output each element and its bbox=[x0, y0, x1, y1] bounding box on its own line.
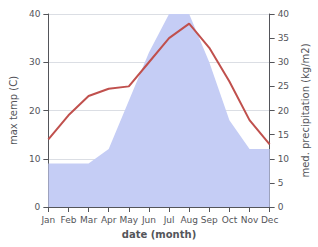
svg-text:15: 15 bbox=[278, 130, 289, 140]
svg-text:Jul: Jul bbox=[163, 215, 175, 225]
svg-text:Jan: Jan bbox=[40, 215, 55, 225]
svg-text:40: 40 bbox=[278, 9, 290, 19]
svg-text:20: 20 bbox=[29, 106, 41, 116]
svg-text:Jun: Jun bbox=[141, 215, 156, 225]
svg-text:max temp (C): max temp (C) bbox=[8, 76, 19, 145]
svg-text:Aug: Aug bbox=[180, 215, 198, 225]
svg-text:Oct: Oct bbox=[222, 215, 238, 225]
svg-text:20: 20 bbox=[278, 106, 290, 116]
svg-text:25: 25 bbox=[278, 81, 289, 91]
svg-text:date (month): date (month) bbox=[122, 229, 196, 240]
svg-text:May: May bbox=[120, 215, 139, 225]
svg-text:30: 30 bbox=[29, 57, 41, 67]
svg-text:5: 5 bbox=[278, 178, 284, 188]
svg-text:Nov: Nov bbox=[241, 215, 259, 225]
svg-text:Sep: Sep bbox=[201, 215, 218, 225]
svg-text:40: 40 bbox=[29, 9, 41, 19]
svg-text:med. precipitation (kg/m2): med. precipitation (kg/m2) bbox=[300, 43, 311, 177]
svg-text:0: 0 bbox=[35, 202, 41, 212]
svg-text:Mar: Mar bbox=[80, 215, 97, 225]
svg-text:35: 35 bbox=[278, 33, 289, 43]
svg-text:30: 30 bbox=[278, 57, 290, 67]
svg-text:10: 10 bbox=[278, 154, 290, 164]
svg-text:Dec: Dec bbox=[261, 215, 278, 225]
svg-text:10: 10 bbox=[29, 154, 41, 164]
svg-text:Feb: Feb bbox=[61, 215, 77, 225]
svg-text:0: 0 bbox=[278, 202, 284, 212]
svg-text:Apr: Apr bbox=[101, 215, 117, 225]
